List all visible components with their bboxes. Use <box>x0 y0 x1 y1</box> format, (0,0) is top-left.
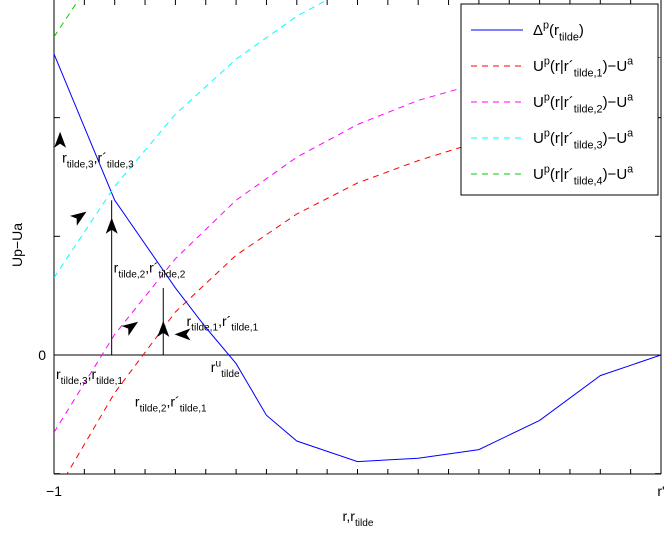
legend-label-5: Up(r|r´tilde,4)−Ua <box>533 164 633 188</box>
annotation-5: rtilde,2,r´tilde,1 <box>135 394 207 415</box>
arrowhead-1 <box>54 131 67 148</box>
arrowhead-6 <box>174 328 191 341</box>
legend-box <box>460 3 659 196</box>
legend-label-1: Δp(rtilde) <box>533 20 584 44</box>
x-tick-label: −1 <box>46 483 62 499</box>
series-line-2 <box>66 110 661 474</box>
annotation-4: rtilde,3,rtilde,1 <box>56 366 123 387</box>
series-line-1 <box>54 53 661 463</box>
legend-label-2: Up(r|r´tilde,1)−Ua <box>533 56 633 80</box>
y-tick-label: 0 <box>38 347 46 363</box>
legend-label-3: Up(r|r´tilde,2)−Ua <box>533 92 633 116</box>
y-axis-label: Up−Ua <box>9 223 25 267</box>
arrowhead-3 <box>157 320 170 337</box>
annotation-2: rtilde,2,r´tilde,2 <box>114 259 186 280</box>
arrowhead-2 <box>105 217 118 234</box>
arrowhead-4 <box>69 211 87 226</box>
x-tick-label: r' <box>657 483 664 499</box>
legend-label-4: Up(r|r´tilde,3)−Ua <box>533 128 633 152</box>
annotation-6: rutilde <box>211 358 240 380</box>
arrowhead-5 <box>121 321 139 336</box>
annotation-1: rtilde,3,r´tilde,3 <box>62 149 134 170</box>
x-axis-label: r,rtilde <box>343 508 374 529</box>
annotation-3: rtilde,1,r´tilde,1 <box>187 313 259 334</box>
